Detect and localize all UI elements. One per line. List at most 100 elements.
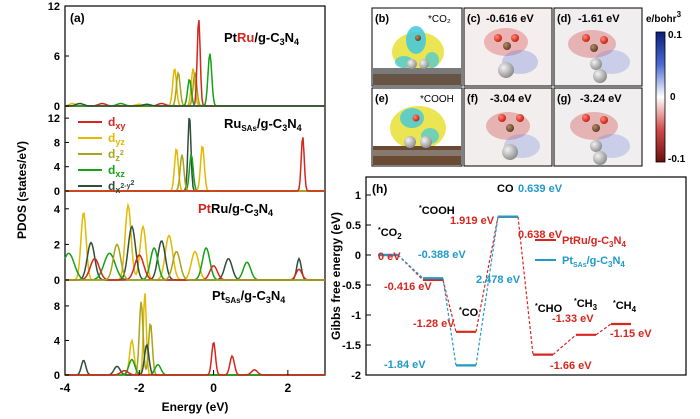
colorbar-max: 0.1 [668, 30, 682, 41]
energy-species-label: CO [497, 183, 514, 195]
energy-barrier-label: 1.919 eV [450, 215, 495, 227]
energy-value-label: -1.84 eV [384, 359, 426, 371]
map-f: (f) -3.04 eV [463, 87, 553, 167]
pdos-ytick-label: 4 [54, 162, 61, 174]
energy-value-label: 0 eV [378, 251, 401, 263]
energy-species-label: *CO2 [378, 227, 402, 241]
map-b-label: (b) [375, 13, 389, 25]
energy-connectors [397, 216, 612, 366]
energy-ytick-label: -2 [351, 370, 361, 382]
map-e: (e) *COOH [371, 87, 463, 167]
panel-label-a: (a) [70, 11, 85, 25]
pdos-ytick-label: 0 [54, 370, 60, 382]
map-g-value: -3.24 eV [580, 93, 622, 105]
colorbar-min: -0.1 [668, 154, 686, 165]
map-f-label: (f) [467, 93, 478, 105]
energy-ytick-label: 0.5 [346, 220, 361, 232]
pdos-ytick-label: 4 [54, 335, 61, 347]
pdos-ylabel: PDOS (states/eV) [15, 141, 29, 239]
energy-ylabel: Gibbs free energy (eV) [329, 212, 343, 340]
pdos-subplot-title: RuSAs/g-C3N4 [224, 116, 302, 133]
pdos-ytick-label: 2 [54, 239, 60, 251]
energy-connector [517, 216, 534, 355]
energy-ytick-label: -1.5 [342, 340, 361, 352]
map-d-value: -1.61 eV [578, 13, 620, 25]
energy-ytick-label: -0.5 [342, 280, 361, 292]
energy-frame [365, 176, 687, 376]
pdos-legend-label: dxz [108, 163, 125, 179]
pdos-legend-label: dxy [108, 115, 125, 131]
pdos-subplot-title: PtSAs/g-C3N4 [212, 288, 285, 305]
pdos-curve [65, 341, 325, 376]
pdos-curve [65, 225, 325, 281]
energy-legend: PtRu/g-C3N4 PtSAs/g-C3N4 [535, 235, 626, 269]
pdos-curve [65, 301, 325, 376]
colorbar: e/bohr3 0.1 0 -0.1 [646, 10, 686, 165]
map-b: (b) *CO₂ [371, 7, 463, 87]
energy-ytick-label: -1 [351, 310, 361, 322]
pdos-xtick-label: 2 [285, 381, 292, 395]
pdos-xtick-label: 0 [210, 381, 217, 395]
energy-legend-label: PtSAs/g-C3N4 [562, 255, 625, 269]
pdos-ytick-label: 6 [54, 51, 60, 63]
energy-species-label: *CO [459, 307, 479, 319]
pdos-curve [65, 152, 325, 192]
pdos-legend-label: dyz [108, 131, 125, 147]
energy-connector [595, 323, 612, 336]
pdos-ytick-label: 12 [48, 113, 60, 125]
map-c: (c) -0.616 eV [463, 7, 553, 87]
pdos-curve [65, 358, 325, 376]
energy-connector [397, 254, 424, 279]
pdos-xlabel: Energy (eV) [162, 400, 229, 414]
pdos-curve [65, 293, 325, 376]
colorbar-gradient [655, 31, 666, 163]
pdos-ytick-label: 0 [54, 186, 60, 198]
energy-barrier-label: 2.478 eV [476, 274, 521, 286]
map-f-value: -3.04 eV [490, 93, 532, 105]
pdos-ytick-label: 0 [54, 275, 60, 287]
pdos-subplot-title: PtRu/g-C3N4 [224, 30, 299, 47]
pdos-curve [65, 202, 325, 281]
pdos-curve [65, 137, 325, 192]
energy-value-label: -1.66 eV [550, 360, 592, 372]
energy-value-label: -0.388 eV [418, 249, 466, 261]
pdos-curve [65, 343, 325, 376]
energy-value-label: -1.33 eV [552, 313, 594, 325]
map-d-label: (d) [557, 13, 571, 25]
energy-species-label: *CHO [535, 303, 563, 315]
pdos-ytick-label: 8 [54, 301, 60, 313]
map-g-label: (g) [557, 93, 571, 105]
energy-species-label: *CH3 [574, 298, 598, 312]
pdos-curve [65, 254, 325, 281]
free-energy-panel: (h) Gibbs free energy (eV) 1 0.5 0 -0.5 -1 -1… [329, 176, 687, 382]
pdos-xtick-label: -2 [134, 381, 145, 395]
map-c-label: (c) [467, 13, 481, 25]
energy-labels: *CO2 *COOH *CO CO *CHO *CH3 *CH4 0 eV -0.416 eV -… [378, 183, 652, 372]
map-c-value: -0.616 eV [486, 13, 534, 25]
charge-density-maps: (b) *CO₂ (c) -0.616 eV (d) -1.61 eV [371, 7, 686, 167]
pdos-subplot-title: PtRu/g-C3N4 [198, 201, 273, 218]
energy-connector [475, 216, 499, 366]
map-g: (g) -3.24 eV [553, 87, 643, 167]
energy-species-label: *COOH [419, 205, 455, 217]
pdos-ytick-label: 0 [54, 101, 60, 113]
pdos-legend-label: dx2-y2 [108, 179, 135, 195]
panel-label-h: (h) [372, 182, 387, 196]
pdos-curve [64, 246, 325, 281]
energy-levels [378, 215, 631, 367]
energy-connector [442, 279, 457, 332]
energy-yticks: 1 0.5 0 -0.5 -1 -1.5 -2 [342, 190, 371, 382]
pdos-curve [65, 102, 325, 107]
energy-value-label: 0.638 eV [518, 229, 563, 241]
pdos-ytick-label: 12 [48, 1, 60, 13]
map-b-species: *CO₂ [428, 14, 451, 25]
energy-legend-label: PtRu/g-C3N4 [562, 235, 626, 249]
pdos-ytick-label: 4 [54, 204, 61, 216]
map-d: (d) -1.61 eV [553, 7, 643, 87]
pdos-curves [64, 20, 325, 376]
pdos-curve [65, 243, 325, 281]
energy-species-label: *CH4 [613, 300, 637, 314]
